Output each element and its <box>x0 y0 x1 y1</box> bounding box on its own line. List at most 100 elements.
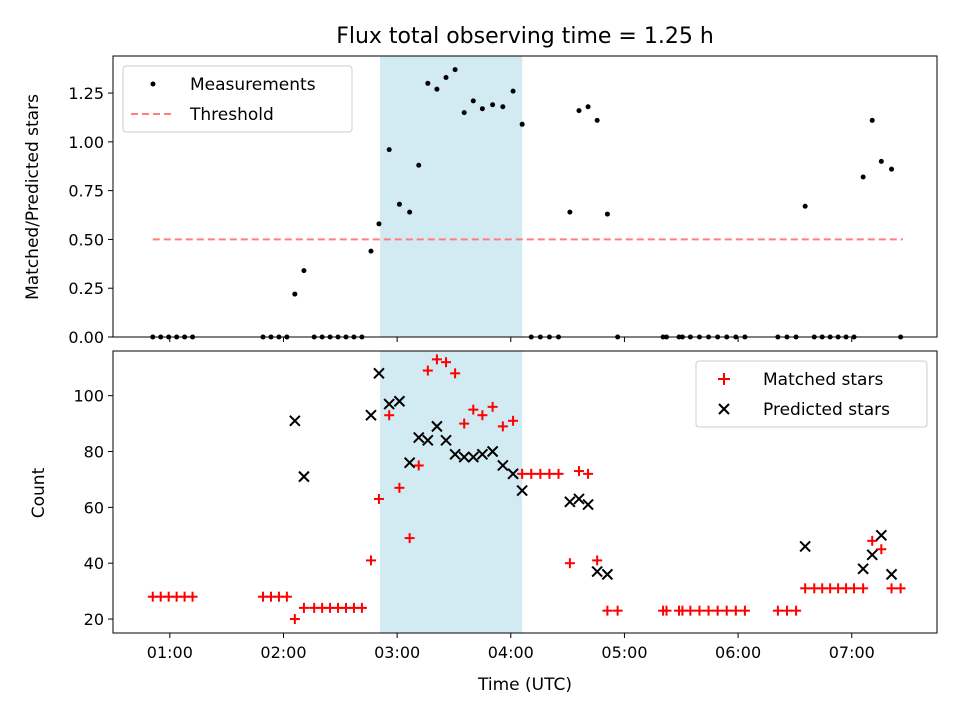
matched-star-point <box>612 605 623 616</box>
top-y-tick-label: 0.00 <box>68 328 104 347</box>
top-plot-frame <box>112 55 938 338</box>
predicted-star-point <box>866 549 878 561</box>
predicted-x-b <box>403 456 416 469</box>
predicted-x-b <box>449 448 461 461</box>
matched-star-point <box>721 605 732 616</box>
legend-measurements-label: Measurements <box>190 75 316 95</box>
predicted-x-b <box>458 451 470 463</box>
predicted-x-b <box>885 568 898 581</box>
measurement-point <box>376 221 382 227</box>
matched-star-point <box>535 468 546 479</box>
bottom-plot-frame <box>112 350 938 634</box>
measurement-point <box>479 106 485 112</box>
matched-star-point <box>544 468 555 479</box>
bottom-y-tick-label: 80 <box>84 443 104 462</box>
measurement-point <box>434 86 440 92</box>
predicted-x-b <box>497 459 509 472</box>
predicted-x-b <box>591 565 603 578</box>
matched-star-point <box>661 605 672 616</box>
measurement-point <box>386 147 392 153</box>
matched-star-point <box>394 482 405 493</box>
predicted-star-point <box>486 445 499 458</box>
legend-threshold-label: Threshold <box>189 105 274 125</box>
predicted-star-point <box>601 568 614 581</box>
matched-star-point <box>583 468 594 479</box>
matched-star-point <box>573 466 584 477</box>
bottom-shaded-span <box>380 351 523 633</box>
bottom-y-tick-label: 20 <box>84 610 104 629</box>
matched-star-point <box>508 415 519 426</box>
predicted-star-point <box>573 493 585 505</box>
measurement-point <box>470 98 476 104</box>
top-y-tick-label: 1.00 <box>68 133 104 152</box>
predicted-star-point <box>591 565 603 578</box>
predicted-star-point <box>582 498 594 511</box>
predicted-star-point <box>507 468 519 480</box>
matched-star-point <box>477 410 488 421</box>
predicted-x-b <box>393 395 406 407</box>
measurement-point <box>396 201 402 207</box>
x-tick-label: 07:00 <box>829 643 875 662</box>
predicted-star-point <box>799 540 811 553</box>
matched-star-point <box>876 544 887 555</box>
matched-star-point <box>441 357 452 368</box>
predicted-x-b <box>289 415 301 427</box>
measurement-point <box>889 166 895 172</box>
bottom-y-tick-label: 60 <box>84 498 104 517</box>
x-tick-label: 01:00 <box>147 643 193 662</box>
top-y-tick-label: 0.50 <box>68 230 104 249</box>
matched-star-point <box>468 404 479 415</box>
bottom-legend: Matched stars Predicted stars <box>695 360 928 428</box>
measurement-point <box>416 162 422 168</box>
matched-star-point <box>487 401 498 412</box>
predicted-x-b <box>799 540 811 553</box>
predicted-x-b <box>573 493 585 505</box>
legend-predicted-label: Predicted stars <box>763 400 890 420</box>
legend-predicted-marker <box>718 403 730 415</box>
predicted-star-point <box>403 456 416 469</box>
predicted-x-b <box>866 549 878 561</box>
matched-star-point <box>289 614 300 625</box>
predicted-star-point <box>885 568 898 581</box>
predicted-star-point <box>476 448 489 461</box>
predicted-x-b <box>440 434 452 447</box>
matched-star-point <box>800 583 811 594</box>
x-tick-label: 05:00 <box>601 643 647 662</box>
measurement-point <box>519 121 525 127</box>
matched-star-point <box>356 602 367 613</box>
predicted-star-point <box>449 448 461 461</box>
predicted-x-b <box>422 434 434 447</box>
measurement-point <box>425 80 431 86</box>
matched-star-point <box>384 410 395 421</box>
top-y-tick-label: 0.75 <box>68 182 104 201</box>
legend-matched-marker <box>718 373 730 385</box>
measurement-point <box>292 291 298 297</box>
top-y-tick-label: 1.25 <box>68 84 104 103</box>
predicted-x-b <box>431 420 443 433</box>
measurement-point <box>567 209 573 215</box>
matched-star-point <box>592 555 603 566</box>
predicted-x-b <box>476 448 489 461</box>
matched-star-point <box>703 605 714 616</box>
bottom-panel: 20 40 60 80 100 01:00 02:00 03:00 04:00 05:00 06:… <box>29 350 938 695</box>
predicted-x-b <box>564 496 576 508</box>
top-legend-box <box>122 65 353 133</box>
predicted-x-b <box>601 568 614 581</box>
predicted-x-b <box>373 367 385 380</box>
predicted-star-point <box>422 434 434 447</box>
measurement-point <box>407 209 413 215</box>
matched-star-point <box>404 533 415 544</box>
predicted-x-b <box>516 484 528 497</box>
matched-star-point <box>298 602 309 613</box>
bottom-legend-box <box>695 360 928 428</box>
matched-star-point <box>517 468 528 479</box>
measurement-point <box>443 74 449 80</box>
matched-star-point <box>712 605 723 616</box>
matched-star-point <box>422 365 433 376</box>
top-shaded-span <box>380 56 523 337</box>
matched-star-point <box>694 605 705 616</box>
predicted-x-b <box>365 409 377 421</box>
predicted-star-point <box>365 409 377 421</box>
matched-star-point <box>281 591 292 602</box>
